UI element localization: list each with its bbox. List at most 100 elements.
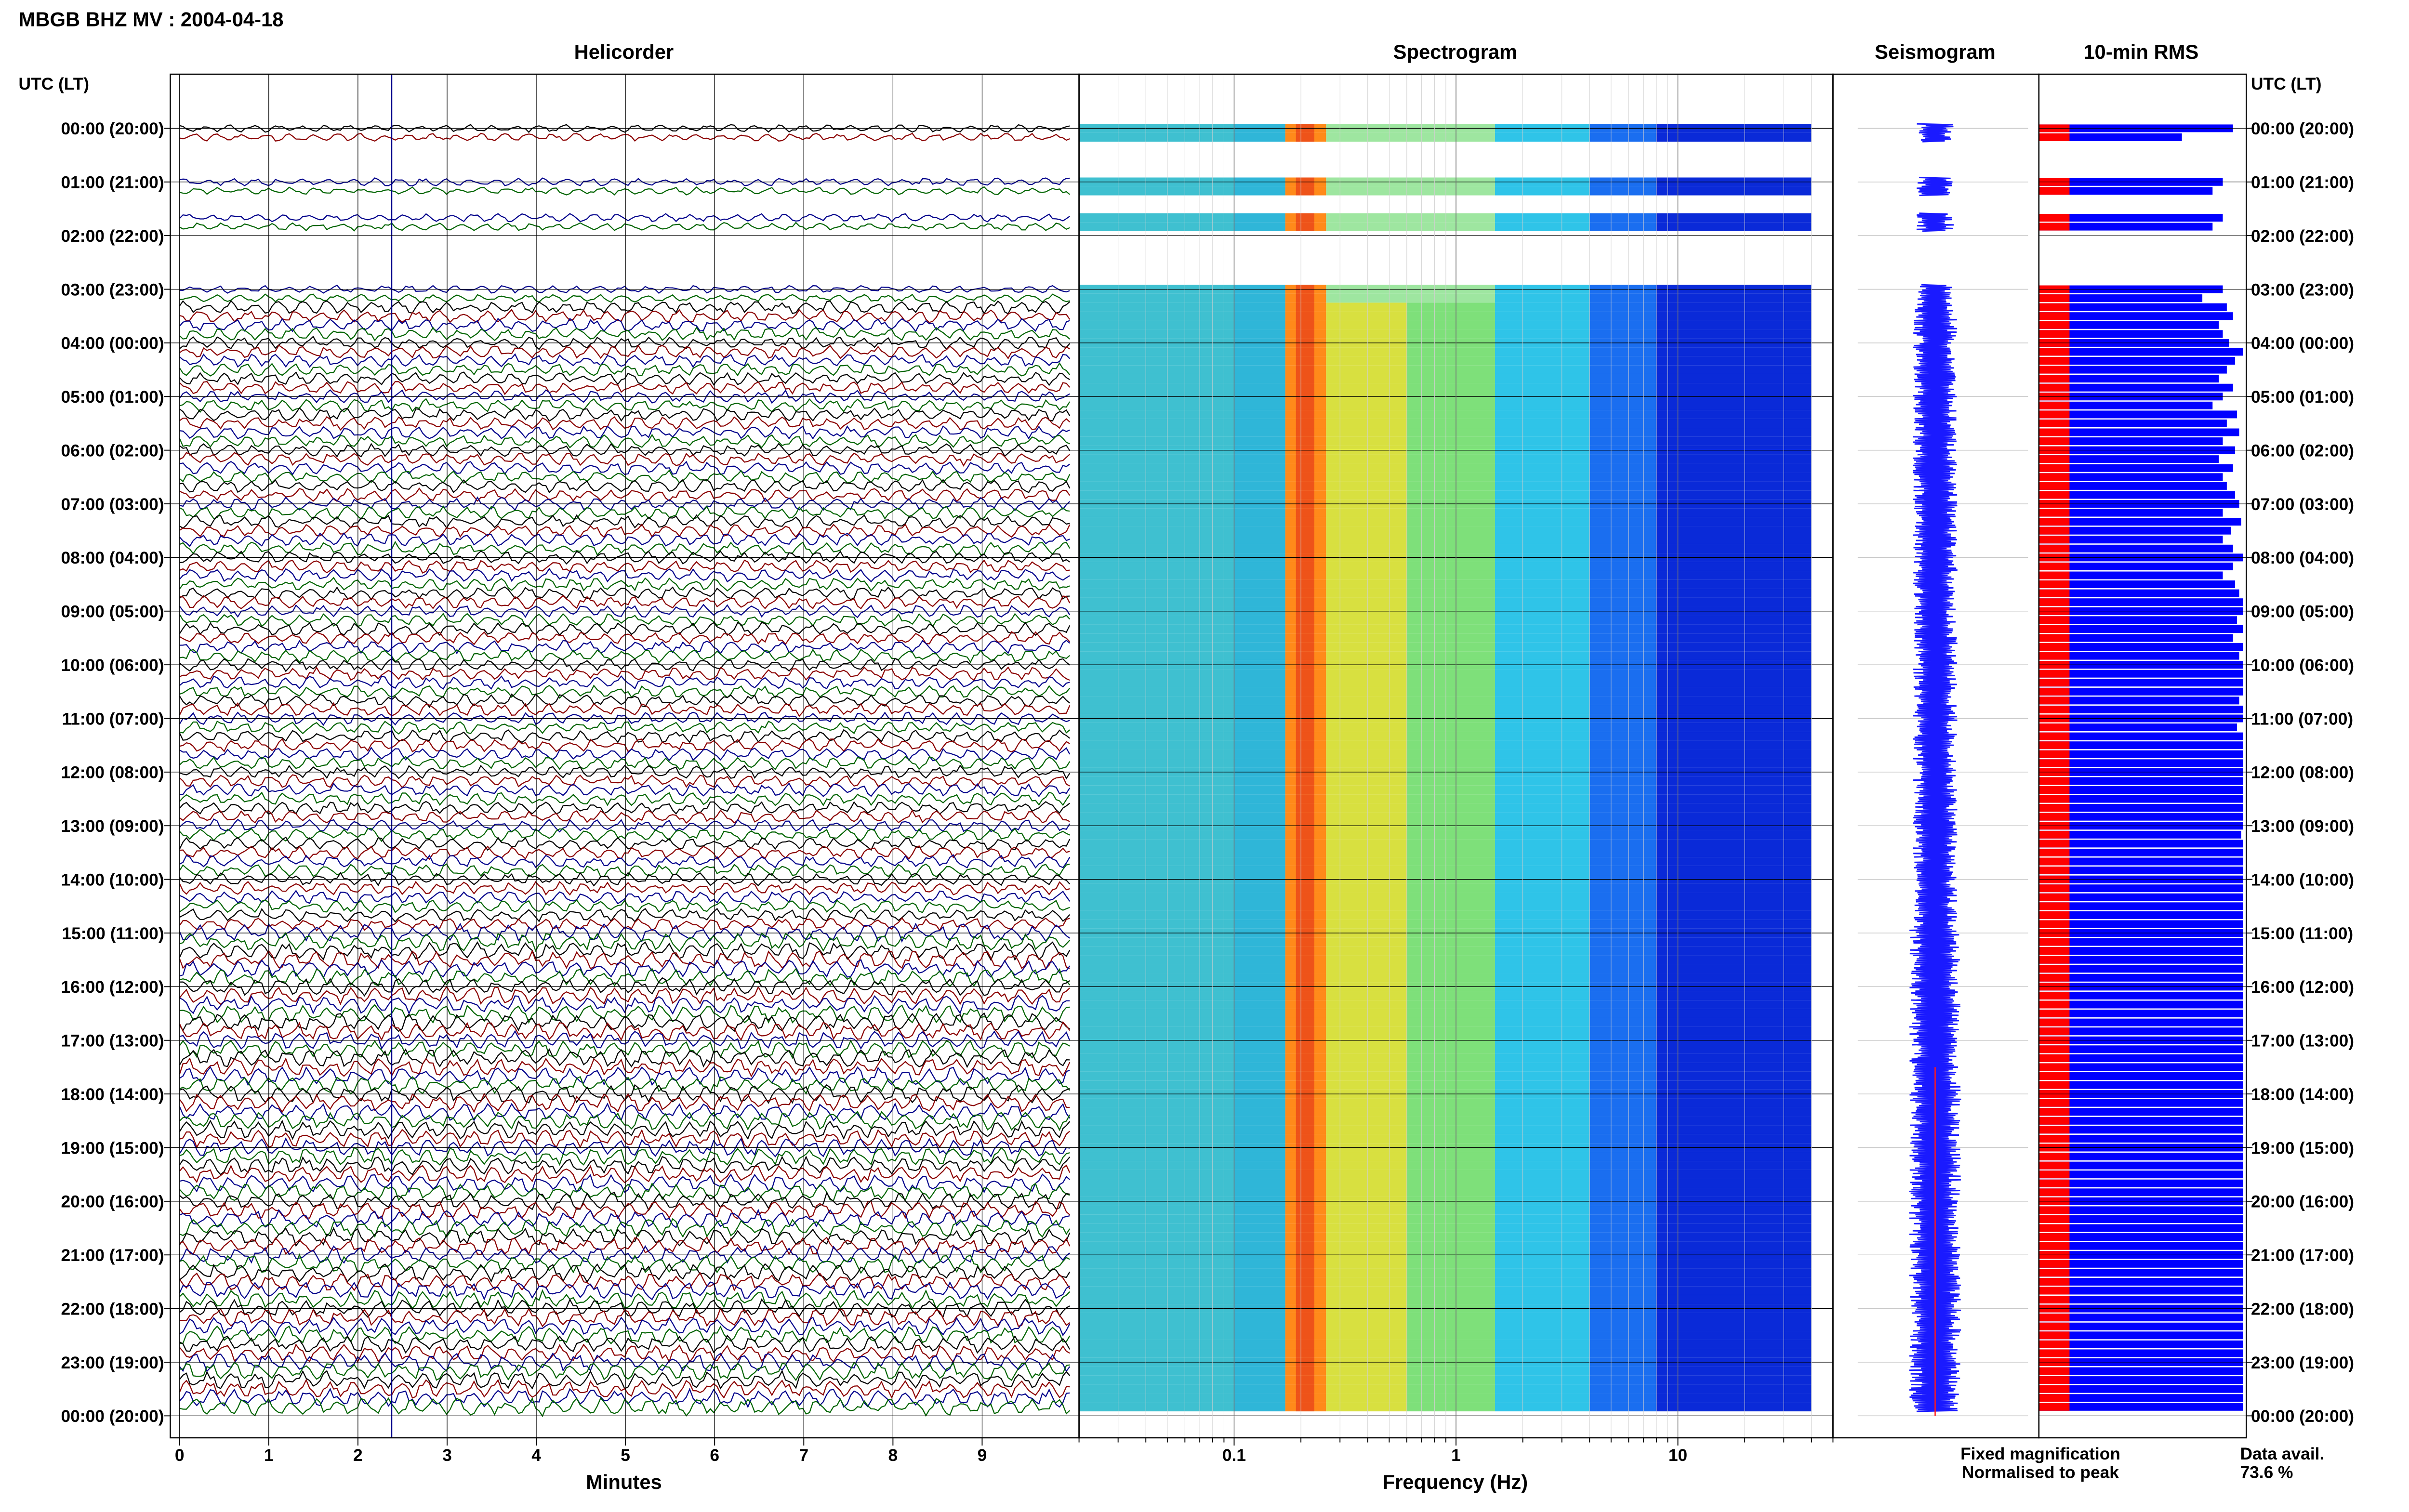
rms-fixed-bar: [2038, 1376, 2243, 1384]
seismogram-trace: [1911, 973, 1958, 983]
spectrogram-cell: [1589, 687, 1656, 697]
spectrogram-cell: [1495, 964, 1590, 973]
spectrogram-peak-cell: [1296, 651, 1314, 660]
seismogram-trace: [1916, 892, 1958, 903]
spectrogram-cell: [1589, 1349, 1656, 1358]
spectrogram-cell: [1589, 678, 1656, 687]
spectrogram-cell: [1495, 937, 1590, 947]
spectrogram-peak-cell: [1296, 1045, 1314, 1054]
spectrogram-cell: [1406, 1107, 1495, 1117]
spectrogram-cell: [1326, 785, 1407, 795]
spectrogram-peak-cell: [1296, 1402, 1314, 1412]
spectrogram-cell: [1079, 1080, 1234, 1090]
spectrogram-cell: [1406, 1206, 1495, 1215]
spectrogram-cell: [1656, 1018, 1812, 1027]
spectrogram-cell: [1495, 562, 1590, 571]
spectrogram-cell: [1495, 973, 1590, 983]
spectrogram-cell: [1326, 1322, 1407, 1331]
rms-normalised-bar: [2038, 419, 2070, 427]
seismogram-trace: [1917, 123, 1954, 134]
spectrogram-cell: [1495, 544, 1590, 553]
time-tick-label: 12:00 (08:00): [2251, 763, 2354, 782]
spectrogram-cell: [1406, 678, 1495, 687]
spectrogram-cell: [1589, 1125, 1656, 1134]
spectrogram-cell: [1079, 1206, 1234, 1215]
spectrogram-cell: [1656, 1045, 1812, 1054]
rms-fixed-bar: [2038, 947, 2243, 955]
spectrogram-peak-cell: [1296, 1206, 1314, 1215]
spectrogram-cell: [1234, 1018, 1285, 1027]
spectrogram-peak-cell: [1296, 311, 1314, 321]
rms-fixed-bar: [2038, 965, 2243, 973]
time-tick-label: 08:00 (04:00): [2251, 549, 2354, 567]
rms-normalised-bar: [2038, 777, 2070, 785]
seismogram-trace: [1915, 686, 1955, 697]
spectrogram-cell: [1656, 1179, 1812, 1188]
time-tick-label: 23:00 (19:00): [2251, 1354, 2354, 1372]
spectrogram-cell: [1326, 463, 1407, 473]
spectrogram-cell: [1326, 1116, 1407, 1126]
spectrogram-cell: [1495, 517, 1590, 526]
spectrogram-cell: [1326, 302, 1407, 312]
spectrogram-cell: [1079, 1340, 1234, 1349]
rms-normalised-bar: [2038, 1322, 2070, 1330]
rms-normalised-bar: [2038, 1260, 2070, 1268]
spectrogram-cell: [1326, 535, 1407, 544]
spectrogram-cell: [1495, 132, 1590, 142]
spectrogram-cell: [1234, 1241, 1285, 1250]
spectrogram-cell: [1406, 1402, 1495, 1412]
spectrogram-cell: [1656, 848, 1812, 857]
spectrogram-cell: [1589, 1277, 1656, 1287]
rms-normalised-bar: [2038, 732, 2070, 740]
helicorder-trace: [179, 222, 1070, 232]
helicorder-trace: [179, 1245, 1070, 1264]
spectrogram-cell: [1079, 1179, 1234, 1188]
seismogram-trace: [1913, 776, 1953, 787]
seismogram-trace: [1914, 1062, 1959, 1073]
spectrogram-cell: [1079, 579, 1234, 589]
spectrogram-cell: [1589, 526, 1656, 535]
spectrogram-cell: [1234, 616, 1285, 625]
helicorder-trace: [179, 1048, 1070, 1068]
spectrogram-cell: [1589, 490, 1656, 500]
spectrogram-cell: [1495, 571, 1590, 580]
helicorder-trace: [179, 1378, 1070, 1399]
spectrogram-cell: [1589, 579, 1656, 589]
spectrogram-cell: [1589, 705, 1656, 714]
spectrogram-cell: [1656, 213, 1812, 223]
spectrogram-cell: [1234, 213, 1285, 223]
spectrogram-cell: [1234, 624, 1285, 634]
helicorder-trace: [179, 959, 1071, 979]
spectrogram-cell: [1495, 633, 1590, 643]
time-tick-label: 22:00 (18:00): [2251, 1300, 2354, 1318]
rms-fixed-bar: [2038, 1403, 2243, 1411]
seismogram-trace: [1913, 668, 1955, 679]
rms-normalised-bar: [2038, 956, 2070, 964]
spectrogram-cell: [1406, 383, 1495, 392]
spectrogram-cell: [1326, 517, 1407, 526]
rms-normalised-bar: [2038, 1010, 2070, 1018]
helicorder-trace: [179, 1307, 1070, 1328]
spectrogram-peak-cell: [1296, 633, 1314, 643]
spectrogram-cell: [1326, 428, 1407, 437]
helicorder-trace: [179, 1298, 1070, 1318]
spectrogram-cell: [1406, 481, 1495, 491]
spectrogram-cell: [1406, 857, 1495, 866]
spectrogram-cell: [1656, 1125, 1812, 1134]
spectrogram-cell: [1079, 1241, 1234, 1250]
spectrogram-cell: [1406, 830, 1495, 840]
seismogram-trace: [1916, 445, 1956, 456]
spectrogram-peak-cell: [1296, 1009, 1314, 1018]
spectrogram-cell: [1656, 642, 1812, 652]
spectrogram-cell: [1589, 1045, 1656, 1054]
spectrogram-peak-cell: [1296, 186, 1314, 196]
helicorder-trace: [179, 514, 1070, 529]
seismogram-trace: [1910, 1294, 1961, 1305]
spectrogram-cell: [1589, 481, 1656, 491]
spectrogram-cell: [1326, 705, 1407, 714]
seismogram-trace: [1909, 1393, 1959, 1403]
spectrogram-cell: [1406, 473, 1495, 482]
spectrogram-cell: [1656, 356, 1812, 366]
helicorder-trace: [179, 567, 1070, 583]
spectrogram-cell: [1589, 383, 1656, 392]
